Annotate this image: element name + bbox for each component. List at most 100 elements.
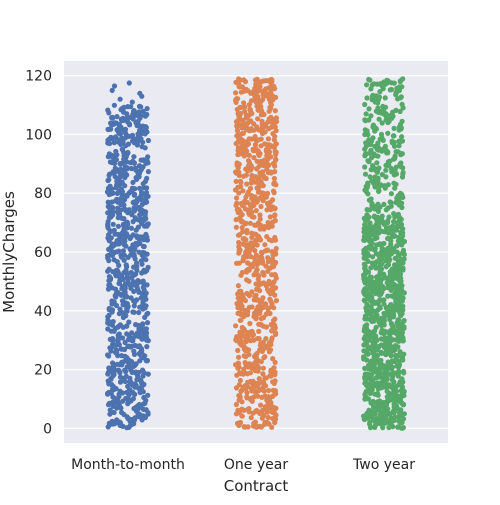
point-month-to-month bbox=[125, 401, 131, 407]
point-month-to-month bbox=[110, 383, 116, 389]
point-month-to-month bbox=[124, 208, 130, 214]
point-month-to-month bbox=[117, 388, 123, 394]
point-two-year bbox=[397, 217, 403, 223]
point-month-to-month bbox=[144, 185, 150, 191]
point-two-year bbox=[363, 140, 369, 146]
point-one-year bbox=[265, 414, 271, 421]
point-one-year bbox=[263, 194, 269, 200]
point-month-to-month bbox=[111, 83, 118, 89]
point-two-year bbox=[385, 235, 391, 242]
point-month-to-month bbox=[125, 390, 131, 396]
point-two-year bbox=[367, 376, 373, 382]
point-month-to-month bbox=[117, 306, 123, 312]
point-two-year bbox=[369, 155, 375, 161]
point-one-year bbox=[260, 162, 267, 169]
point-month-to-month bbox=[142, 400, 148, 406]
point-one-year bbox=[243, 354, 249, 360]
point-month-to-month bbox=[136, 309, 142, 316]
point-one-year bbox=[254, 407, 260, 414]
point-two-year bbox=[369, 288, 375, 295]
point-month-to-month bbox=[127, 189, 133, 195]
point-one-year bbox=[266, 85, 272, 91]
point-month-to-month bbox=[117, 124, 123, 130]
point-one-year bbox=[253, 314, 259, 320]
point-one-year bbox=[256, 328, 262, 334]
point-two-year bbox=[370, 135, 376, 141]
point-one-year bbox=[250, 246, 256, 252]
point-two-year bbox=[368, 382, 374, 389]
point-two-year bbox=[362, 247, 368, 253]
point-two-year bbox=[362, 262, 368, 268]
point-one-year bbox=[234, 195, 240, 201]
point-two-year bbox=[385, 359, 391, 365]
point-month-to-month bbox=[130, 309, 136, 315]
point-month-to-month bbox=[129, 274, 135, 280]
point-one-year bbox=[256, 380, 262, 386]
point-two-year bbox=[384, 305, 390, 311]
point-two-year bbox=[383, 312, 389, 318]
point-one-year bbox=[270, 356, 276, 362]
point-two-year bbox=[363, 285, 369, 291]
point-month-to-month bbox=[134, 377, 140, 383]
point-two-year bbox=[372, 424, 378, 430]
point-one-year bbox=[238, 338, 245, 344]
point-one-year bbox=[238, 388, 244, 394]
point-one-year bbox=[241, 100, 247, 106]
point-month-to-month bbox=[143, 358, 149, 364]
point-one-year bbox=[260, 304, 266, 311]
point-one-year bbox=[256, 84, 262, 91]
point-two-year bbox=[392, 398, 398, 404]
point-two-year bbox=[387, 87, 393, 93]
point-one-year bbox=[263, 375, 269, 381]
point-two-year bbox=[375, 140, 381, 146]
point-two-year bbox=[390, 424, 396, 430]
point-two-year bbox=[392, 153, 398, 159]
point-one-year bbox=[235, 184, 241, 190]
point-one-year bbox=[236, 84, 242, 90]
point-two-year bbox=[373, 221, 380, 227]
point-two-year bbox=[396, 196, 402, 202]
point-two-year bbox=[374, 235, 380, 241]
point-one-year bbox=[258, 143, 264, 149]
point-one-year bbox=[243, 249, 249, 255]
point-month-to-month bbox=[118, 161, 124, 167]
point-month-to-month bbox=[105, 402, 112, 408]
point-two-year bbox=[367, 221, 373, 227]
point-one-year bbox=[234, 160, 240, 166]
point-one-year bbox=[242, 104, 248, 110]
point-two-year bbox=[374, 242, 380, 248]
point-two-year bbox=[377, 384, 383, 390]
point-two-year bbox=[368, 414, 374, 420]
point-two-year bbox=[376, 399, 382, 405]
point-month-to-month bbox=[121, 346, 128, 353]
point-one-year bbox=[264, 345, 271, 351]
point-one-year bbox=[272, 410, 278, 416]
point-two-year bbox=[387, 342, 393, 349]
point-two-year bbox=[376, 290, 382, 296]
y-tick-label: 80 bbox=[34, 186, 52, 202]
point-month-to-month bbox=[110, 341, 116, 347]
point-one-year bbox=[244, 394, 250, 400]
point-one-year bbox=[249, 176, 255, 182]
point-month-to-month bbox=[105, 107, 111, 113]
point-two-year bbox=[400, 247, 407, 253]
point-two-year bbox=[372, 174, 378, 180]
point-month-to-month bbox=[119, 254, 125, 260]
point-month-to-month bbox=[136, 327, 142, 333]
point-one-year bbox=[239, 219, 245, 225]
point-month-to-month bbox=[140, 389, 146, 395]
point-one-year bbox=[265, 150, 271, 156]
point-two-year bbox=[364, 357, 370, 363]
point-one-year bbox=[271, 180, 277, 186]
point-one-year bbox=[245, 158, 252, 164]
point-two-year bbox=[369, 200, 375, 207]
point-month-to-month bbox=[125, 119, 131, 125]
point-two-year bbox=[368, 148, 374, 154]
point-two-year bbox=[386, 393, 392, 399]
point-one-year bbox=[239, 142, 245, 149]
point-two-year bbox=[381, 111, 388, 118]
point-one-year bbox=[255, 116, 261, 122]
point-two-year bbox=[399, 204, 405, 211]
point-month-to-month bbox=[120, 248, 126, 254]
